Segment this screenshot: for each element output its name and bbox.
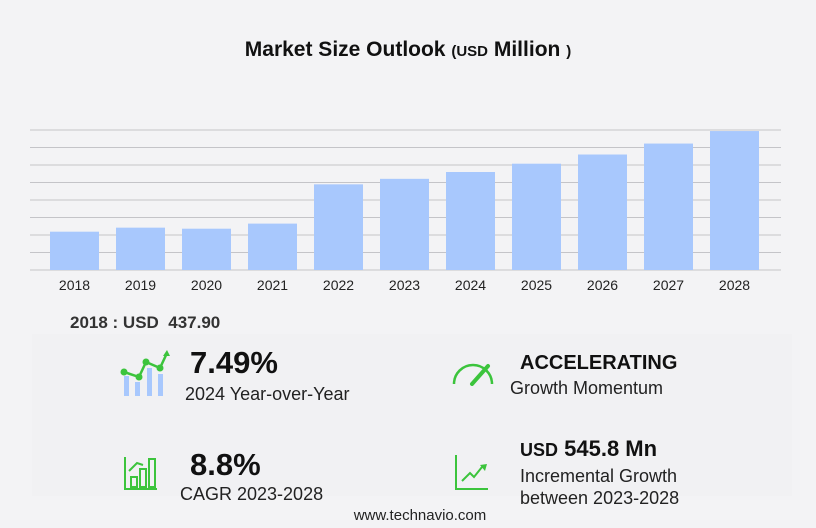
stats-panel: [32, 334, 792, 496]
x-tick-label: 2027: [653, 277, 684, 293]
bar-chart: 2018 2019 2020 2021 2022 2023 2024 2025 2026 2027…: [30, 129, 781, 293]
yoy-value: 7.49%: [190, 345, 278, 380]
momentum-label: Growth Momentum: [510, 378, 664, 398]
incremental-currency: USD: [520, 440, 559, 460]
bar-2026: [578, 154, 627, 270]
incremental-label-1: Incremental Growth: [520, 466, 678, 486]
bar-2020: [182, 228, 231, 270]
chart-title: Market Size Outlook (USD Million ): [0, 38, 816, 62]
bar-2018: [50, 231, 99, 270]
incremental-value: USD 545.8 Mn: [520, 436, 657, 462]
x-tick-label: 2024: [455, 277, 486, 293]
x-tick-label: 2023: [389, 277, 420, 293]
title-main: Market Size Outlook: [244, 38, 446, 61]
x-tick-label: 2019: [125, 277, 156, 293]
bar-2028: [710, 131, 759, 270]
bar-2027: [644, 143, 693, 270]
x-tick-label: 2020: [191, 277, 222, 293]
bar-2019: [116, 227, 165, 270]
title-paren-close: ): [566, 43, 572, 60]
base-value: 2018 : USD 437.90: [70, 313, 221, 332]
line-growth-icon: [455, 455, 488, 490]
x-tick-label: 2022: [323, 277, 354, 293]
footer-url[interactable]: www.technavio.com: [353, 507, 487, 524]
title-unit: USD: [456, 43, 489, 60]
x-tick-label: 2025: [521, 277, 552, 293]
x-tick-label: 2028: [719, 277, 750, 293]
momentum-value: ACCELERATING: [520, 352, 678, 374]
yoy-label: 2024 Year-over-Year: [185, 384, 350, 404]
x-tick-label: 2018: [59, 277, 90, 293]
speedometer-icon: [452, 363, 494, 386]
incremental-label-2: between 2023-2028: [520, 488, 680, 508]
bar-2022: [314, 184, 363, 270]
incremental-amount: 545.8 Mn: [564, 436, 658, 461]
title-unit-word: Million: [493, 38, 561, 61]
bar-2024: [446, 172, 495, 270]
x-tick-label: 2021: [257, 277, 288, 293]
bar-2025: [512, 163, 561, 270]
x-tick-label: 2026: [587, 277, 618, 293]
cagr-label: CAGR 2023-2028: [180, 484, 324, 504]
cagr-value: 8.8%: [190, 447, 261, 482]
bar-2021: [248, 223, 297, 270]
title-paren: (: [451, 43, 457, 60]
trend-chart-icon: [120, 350, 170, 396]
bar-2023: [380, 178, 429, 270]
growth-bars-icon: [124, 457, 157, 490]
